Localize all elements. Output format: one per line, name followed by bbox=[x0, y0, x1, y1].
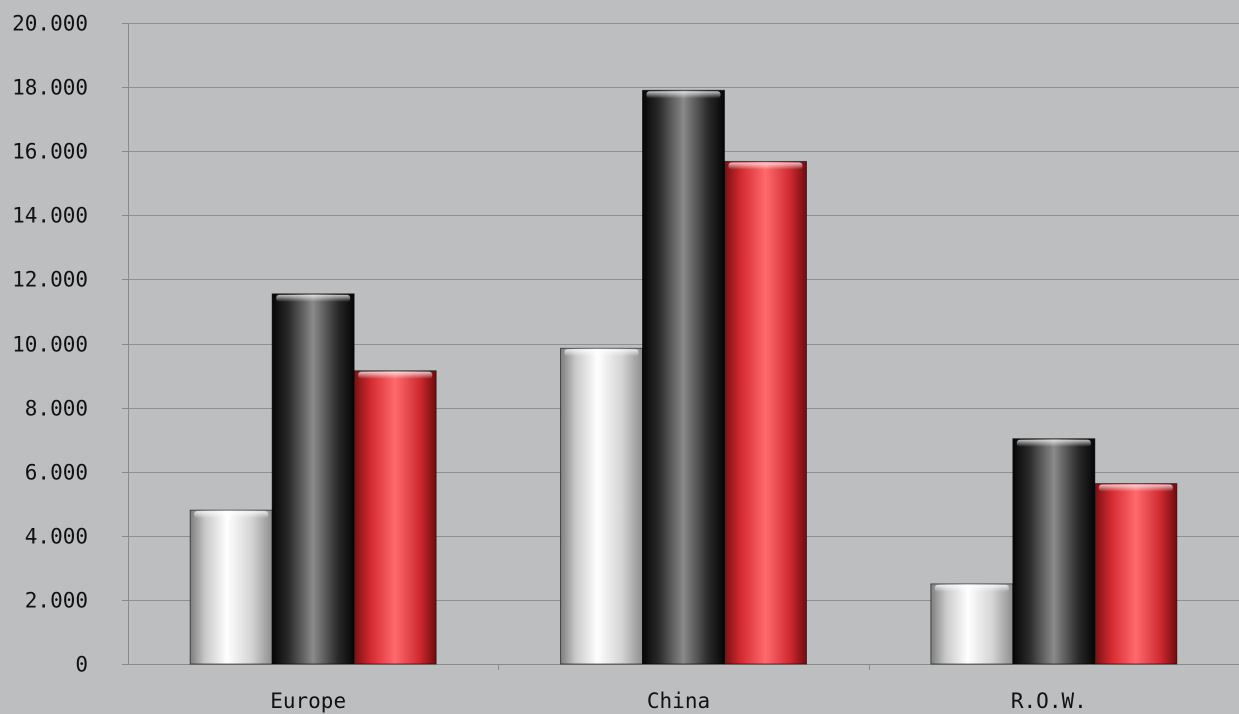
y-tick-label: 20.000 bbox=[12, 12, 88, 36]
bar bbox=[271, 293, 355, 665]
bar bbox=[560, 347, 643, 665]
category-label: Europe bbox=[270, 689, 346, 713]
bar-cap-highlight bbox=[934, 584, 1009, 592]
bar bbox=[1012, 438, 1096, 665]
y-tick-label: 10.000 bbox=[12, 333, 88, 357]
category-label: China bbox=[647, 689, 710, 713]
bar-cap-highlight bbox=[276, 294, 351, 302]
bar-europe-1 bbox=[271, 293, 355, 665]
bar bbox=[724, 160, 807, 665]
bar-row-0 bbox=[930, 583, 1014, 665]
bar bbox=[353, 370, 437, 665]
y-tick-label: 6.000 bbox=[25, 461, 88, 485]
bar-china-1 bbox=[642, 89, 725, 665]
y-tick-label: 4.000 bbox=[25, 525, 88, 549]
y-tick-label: 16.000 bbox=[12, 140, 88, 164]
bar-cap-highlight bbox=[564, 349, 639, 357]
y-tick-labels: 0 2.000 4.000 6.000 8.000 10.000 12.000 14.000 1… bbox=[12, 12, 88, 677]
y-tick-label: 18.000 bbox=[12, 76, 88, 100]
bar bbox=[1094, 483, 1178, 665]
bar-china-0 bbox=[560, 347, 643, 665]
y-tick-label: 14.000 bbox=[12, 204, 88, 228]
y-tick-label: 0 bbox=[75, 653, 88, 677]
category-label: R.O.W. bbox=[1011, 689, 1087, 713]
bar-cap-highlight bbox=[1016, 439, 1091, 447]
bar-cap-highlight bbox=[646, 91, 721, 99]
bar-cap-highlight bbox=[194, 511, 269, 519]
bar-cap-highlight bbox=[1098, 484, 1173, 492]
y-tick-label: 2.000 bbox=[25, 589, 88, 613]
bar bbox=[930, 583, 1014, 665]
bar bbox=[642, 89, 725, 665]
bar-europe-2 bbox=[353, 370, 437, 665]
category-labels: Europe China R.O.W. bbox=[270, 689, 1087, 713]
bar-china-2 bbox=[724, 160, 807, 665]
bar-cap-highlight bbox=[728, 162, 803, 170]
bar-row-2 bbox=[1094, 483, 1178, 665]
bar-cap-highlight bbox=[358, 371, 433, 379]
bars bbox=[189, 89, 1178, 665]
bar-row-1 bbox=[1012, 438, 1096, 665]
bar bbox=[189, 509, 273, 665]
bar-europe-0 bbox=[189, 509, 273, 665]
y-tick-label: 8.000 bbox=[25, 397, 88, 421]
y-tick-label: 12.000 bbox=[12, 268, 88, 292]
